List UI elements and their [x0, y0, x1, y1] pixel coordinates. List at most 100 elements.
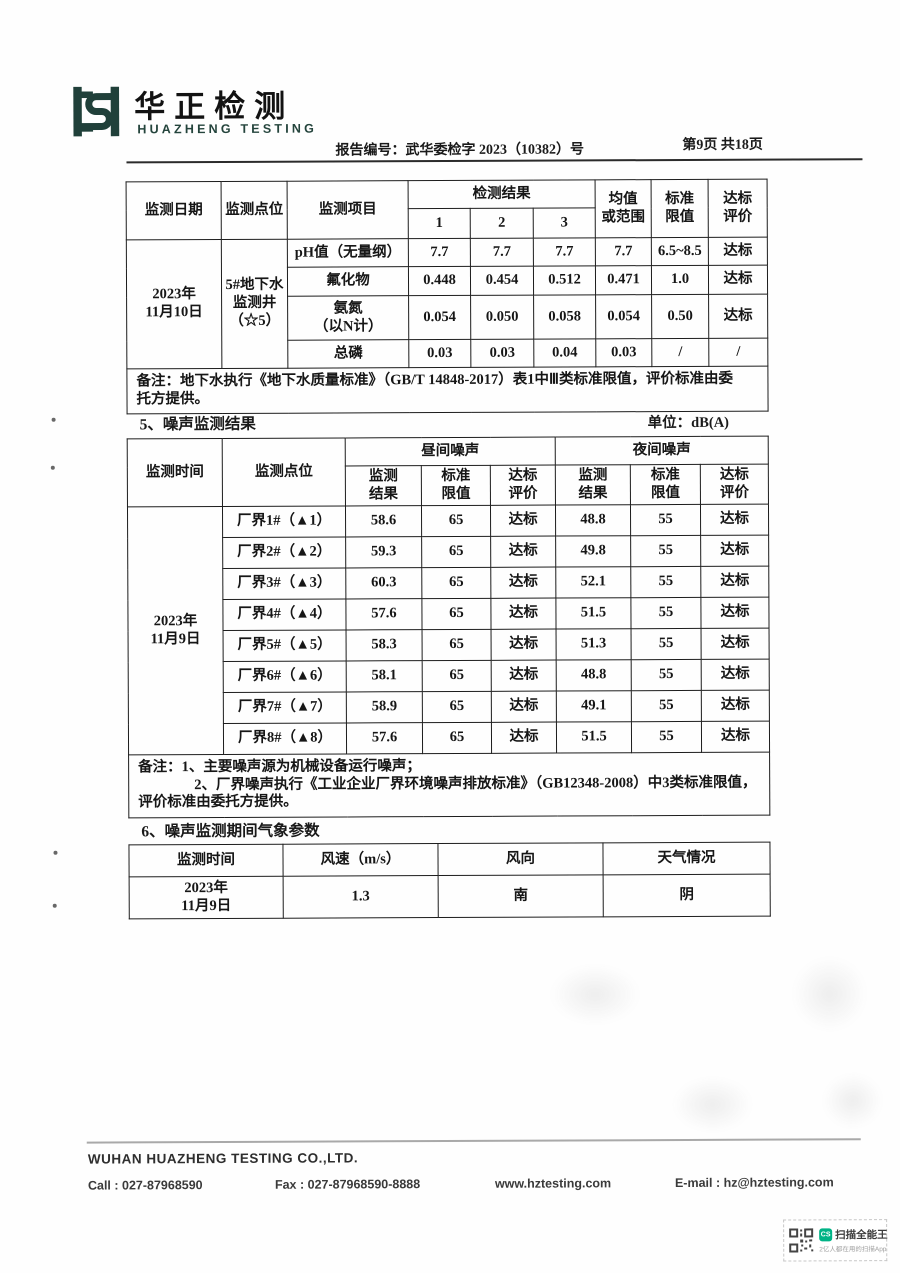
section-5-title: 5、噪声监测结果 — [139, 415, 256, 434]
noise-header-night-result: 监测 结果 — [555, 464, 631, 506]
noise-header-point: 监测点位 — [222, 437, 346, 507]
gw-value: 0.512 — [533, 265, 596, 296]
scan-dot — [52, 903, 57, 908]
noise-point: 厂界3#（▲3） — [222, 567, 346, 600]
noise-day-limit: 65 — [422, 691, 492, 723]
gw-header-eval: 达标 评价 — [708, 179, 768, 238]
gw-header-limit: 标准 限值 — [651, 179, 709, 238]
gw-average: 0.03 — [595, 338, 652, 367]
weather-direction: 南 — [438, 874, 604, 918]
gw-value: 0.054 — [408, 295, 471, 340]
noise-point: 厂界7#（▲7） — [223, 691, 347, 724]
gw-header-results-group: 检测结果 — [408, 179, 596, 209]
gw-header-average: 均值 或范围 — [595, 179, 652, 238]
noise-day-result: 58.1 — [346, 660, 423, 692]
gw-header-date: 监测日期 — [126, 181, 222, 240]
noise-night-result: 48.8 — [556, 659, 632, 692]
scan-dot — [53, 850, 58, 855]
noise-night-result: 52.1 — [555, 566, 631, 599]
table-row: 厂界3#（▲3） 60.3 65 达标 52.1 55 达标 — [128, 566, 769, 600]
noise-night-eval: 达标 — [700, 566, 769, 598]
noise-day-limit: 65 — [422, 722, 492, 754]
noise-day-result: 58.6 — [345, 505, 422, 537]
noise-point: 厂界5#（▲5） — [223, 629, 347, 662]
table-row: 厂界7#（▲7） 58.9 65 达标 49.1 55 达标 — [128, 690, 770, 724]
report-number: 报告编号：武华委检字 2023（10382）号 — [335, 142, 584, 159]
gw-value: 7.7 — [533, 237, 596, 267]
weather-speed: 1.3 — [283, 875, 439, 919]
gw-item: 氨氮 （以N计） — [287, 295, 409, 341]
footer-email: E-mail : hz@hztesting.com — [674, 1175, 834, 1191]
footer-rule — [86, 1138, 861, 1144]
camscanner-watermark: CS 扫描全能王 2亿人都在用的扫描App — [783, 1219, 888, 1262]
noise-day-result: 60.3 — [345, 567, 422, 599]
noise-night-eval: 达标 — [701, 659, 770, 691]
table-row: 2023年 11月10日 5#地下水 监测井 （☆5） pH值（无量纲） 7.7… — [126, 237, 768, 369]
brand-name-en: HUAZHENG TESTING — [137, 121, 318, 137]
noise-day-eval: 达标 — [491, 660, 557, 692]
footer-phone: Call : 027-87968590 — [87, 1178, 203, 1193]
table-row: 厂界6#（▲6） 58.1 65 达标 48.8 55 达标 — [128, 659, 770, 693]
noise-night-limit: 55 — [630, 597, 702, 629]
gw-header-item: 监测项目 — [287, 180, 409, 240]
gw-eval: 达标 — [708, 265, 768, 295]
header-brand: 华正检测 HUAZHENG TESTING — [68, 80, 428, 146]
noise-day-eval: 达标 — [490, 598, 557, 630]
noise-day-result: 57.6 — [345, 598, 423, 630]
noise-point: 厂界4#（▲4） — [222, 598, 347, 631]
noise-header-night-eval: 达标 评价 — [700, 464, 769, 505]
section-6-title: 6、噪声监测期间气象参数 — [141, 822, 320, 841]
gw-header-point: 监测点位 — [221, 181, 288, 240]
gw-eval: / — [708, 338, 768, 367]
noise-day-result: 59.3 — [345, 536, 422, 568]
noise-night-result: 51.3 — [556, 628, 632, 661]
gw-limit: 0.50 — [651, 294, 709, 339]
scan-smudge — [672, 1076, 753, 1133]
noise-night-limit: 55 — [630, 504, 701, 536]
noise-night-limit: 55 — [630, 566, 701, 598]
noise-day-eval: 达标 — [490, 505, 556, 537]
gw-value: 0.058 — [533, 294, 596, 340]
qr-code-icon — [788, 1227, 815, 1254]
gw-item: 总磷 — [287, 339, 409, 369]
gw-value: 7.7 — [408, 238, 471, 267]
header-rule — [126, 158, 863, 164]
noise-night-result: 51.5 — [556, 721, 632, 754]
noise-header-night-group: 夜间噪声 — [555, 436, 769, 466]
table-row: 厂界8#（▲8） 57.6 65 达标 51.5 55 达标 — [128, 721, 770, 755]
weather-table: 监测时间 风速（m/s） 风向 天气情况 2023年 11月9日 1.3 南 阴 — [128, 842, 771, 920]
noise-day-eval: 达标 — [491, 722, 557, 754]
noise-note: 备注：1、主要噪声源为机械设备运行噪声； 2、厂界噪声执行《工业企业厂界环境噪声… — [128, 752, 770, 818]
noise-day-limit: 65 — [421, 598, 492, 630]
noise-night-result: 48.8 — [555, 504, 631, 537]
gw-limit: / — [651, 338, 709, 367]
table-row: 备注：1、主要噪声源为机械设备运行噪声； 2、厂界噪声执行《工业企业厂界环境噪声… — [128, 752, 770, 818]
noise-day-limit: 65 — [422, 660, 492, 692]
noise-day-limit: 65 — [422, 629, 492, 661]
noise-night-result: 49.1 — [556, 690, 632, 723]
noise-day-limit: 65 — [421, 567, 491, 599]
noise-day-limit: 65 — [421, 536, 491, 568]
noise-night-limit: 55 — [631, 628, 702, 660]
noise-night-result: 49.8 — [555, 535, 631, 568]
noise-point: 厂界6#（▲6） — [223, 660, 347, 693]
gw-eval: 达标 — [708, 294, 768, 339]
gw-eval: 达标 — [708, 237, 768, 266]
noise-table: 监测时间 监测点位 昼间噪声 夜间噪声 监测 结果 标准 限值 达标 评价 — [127, 436, 771, 819]
brand-name-cn: 华正检测 — [134, 88, 295, 125]
footer-company: WUHAN HUAZHENG TESTING CO.,LTD. — [87, 1150, 359, 1167]
camscanner-app-name: 扫描全能王 — [835, 1229, 888, 1242]
noise-day-limit: 65 — [421, 505, 491, 537]
noise-night-eval: 达标 — [700, 535, 769, 567]
scan-dot — [51, 417, 56, 422]
gw-value: 0.454 — [470, 266, 534, 296]
noise-day-result: 58.3 — [346, 629, 423, 661]
noise-night-eval: 达标 — [701, 628, 770, 660]
gw-value: 0.050 — [470, 295, 534, 340]
groundwater-table: 监测日期 监测点位 监测项目 检测结果 均值 或范围 标准 限值 达标 评价 1 — [126, 179, 769, 415]
noise-night-result: 51.5 — [555, 597, 632, 630]
gw-limit: 1.0 — [651, 265, 709, 295]
noise-header-day-limit: 标准 限值 — [421, 465, 491, 506]
scan-smudge — [549, 964, 641, 1025]
